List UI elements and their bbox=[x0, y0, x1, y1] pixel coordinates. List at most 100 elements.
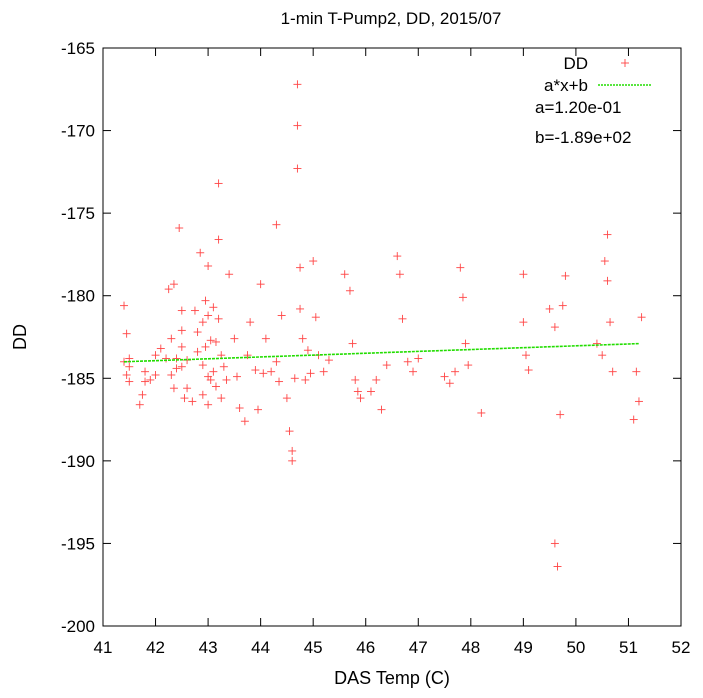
y-tick-label: -200 bbox=[61, 617, 95, 636]
plot-frame bbox=[102, 47, 682, 627]
data-point bbox=[177, 326, 186, 335]
x-tick-label: 51 bbox=[619, 638, 638, 657]
data-point bbox=[230, 334, 239, 343]
y-tick-label: -195 bbox=[61, 534, 95, 553]
data-point bbox=[177, 306, 186, 315]
data-point bbox=[188, 397, 197, 406]
fit-line bbox=[123, 342, 639, 363]
data-point bbox=[521, 351, 530, 360]
data-point bbox=[198, 361, 207, 370]
y-tick-labels: -165 -170 -175 -180 -185 -190 -195 -200 bbox=[61, 39, 95, 636]
data-point bbox=[146, 375, 155, 384]
data-point bbox=[445, 379, 454, 388]
data-point bbox=[180, 394, 189, 403]
data-point bbox=[243, 351, 252, 360]
data-point bbox=[254, 405, 263, 414]
data-point bbox=[240, 417, 249, 426]
data-point bbox=[211, 337, 220, 346]
data-point bbox=[204, 400, 213, 409]
data-point bbox=[251, 366, 260, 375]
x-tick-label: 46 bbox=[356, 638, 375, 657]
data-point bbox=[214, 179, 223, 188]
data-point bbox=[172, 364, 181, 373]
data-point bbox=[232, 372, 241, 381]
data-point bbox=[209, 367, 218, 376]
data-point bbox=[377, 405, 386, 414]
data-point bbox=[193, 347, 202, 356]
data-point bbox=[122, 370, 131, 379]
data-point bbox=[177, 342, 186, 351]
data-point bbox=[348, 339, 357, 348]
data-point bbox=[204, 311, 213, 320]
data-point bbox=[553, 562, 562, 571]
data-point bbox=[151, 370, 160, 379]
data-point bbox=[409, 367, 418, 376]
x-tick-label: 45 bbox=[304, 638, 323, 657]
data-point bbox=[138, 390, 147, 399]
data-point bbox=[285, 427, 294, 436]
data-point bbox=[629, 415, 638, 424]
data-point bbox=[156, 344, 165, 353]
data-point bbox=[301, 375, 310, 384]
data-point bbox=[225, 270, 234, 279]
legend-marker-dd bbox=[621, 59, 629, 67]
dd-points bbox=[120, 80, 646, 571]
data-point bbox=[235, 404, 244, 413]
x-tick-label: 42 bbox=[146, 638, 165, 657]
data-point bbox=[167, 370, 176, 379]
data-point bbox=[603, 276, 612, 285]
data-point bbox=[296, 304, 305, 313]
data-point bbox=[259, 369, 268, 378]
y-tick-label: -175 bbox=[61, 204, 95, 223]
data-point bbox=[395, 270, 404, 279]
data-point bbox=[608, 367, 617, 376]
data-point bbox=[206, 336, 215, 345]
data-point bbox=[206, 375, 215, 384]
data-point bbox=[298, 334, 307, 343]
y-tick-label: -170 bbox=[61, 122, 95, 141]
x-tick-labels: 41 42 43 44 45 46 47 48 49 50 51 52 bbox=[94, 638, 691, 657]
fit-line-group bbox=[123, 342, 639, 363]
data-point bbox=[324, 356, 333, 365]
plot-area bbox=[102, 47, 682, 627]
data-point bbox=[600, 257, 609, 266]
data-point bbox=[464, 361, 473, 370]
data-point bbox=[172, 354, 181, 363]
data-point bbox=[366, 387, 375, 396]
data-point bbox=[403, 357, 412, 366]
data-point bbox=[177, 362, 186, 371]
data-point bbox=[414, 354, 423, 363]
data-point bbox=[275, 377, 284, 386]
data-point bbox=[282, 394, 291, 403]
data-point bbox=[211, 382, 220, 391]
data-point bbox=[193, 328, 202, 337]
data-point bbox=[477, 408, 486, 417]
data-point bbox=[198, 318, 207, 327]
data-point bbox=[598, 351, 607, 360]
data-point bbox=[550, 323, 559, 332]
data-point bbox=[162, 354, 171, 363]
data-point bbox=[272, 357, 281, 366]
data-point bbox=[637, 313, 646, 322]
data-point bbox=[345, 286, 354, 295]
data-point bbox=[125, 362, 134, 371]
data-point bbox=[458, 293, 467, 302]
data-point bbox=[634, 397, 643, 406]
y-tick-label: -185 bbox=[61, 369, 95, 388]
data-point bbox=[461, 339, 470, 348]
data-point bbox=[125, 377, 134, 386]
data-point bbox=[214, 314, 223, 323]
data-point bbox=[451, 367, 460, 376]
data-point bbox=[558, 301, 567, 310]
data-point bbox=[545, 304, 554, 313]
data-point bbox=[288, 446, 297, 455]
data-point bbox=[340, 270, 349, 279]
chart-title: 1-min T-Pump2, DD, 2015/07 bbox=[281, 9, 502, 28]
x-tick-label: 47 bbox=[409, 638, 428, 657]
data-point bbox=[519, 270, 528, 279]
data-point bbox=[561, 271, 570, 280]
data-point bbox=[456, 263, 465, 272]
data-point bbox=[175, 224, 184, 233]
data-point bbox=[440, 372, 449, 381]
data-point bbox=[293, 121, 302, 130]
